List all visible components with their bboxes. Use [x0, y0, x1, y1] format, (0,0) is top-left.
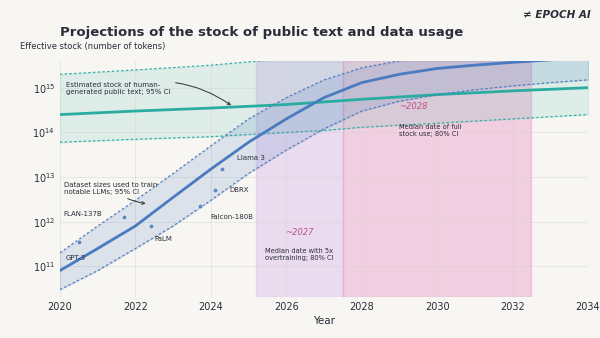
X-axis label: Year: Year	[313, 316, 335, 327]
Text: FLAN-137B: FLAN-137B	[64, 211, 103, 217]
Text: GPT-3: GPT-3	[65, 255, 86, 261]
Text: ~2027: ~2027	[285, 228, 314, 237]
Text: Effective stock (number of tokens): Effective stock (number of tokens)	[20, 42, 166, 51]
Text: Estimated stock of human-
generated public text; 95% CI: Estimated stock of human- generated publ…	[65, 81, 230, 105]
Text: Dataset sizes used to train
notable LLMs; 95% CI: Dataset sizes used to train notable LLMs…	[64, 182, 157, 204]
Text: Median date of full
stock use; 80% CI: Median date of full stock use; 80% CI	[400, 124, 462, 138]
Text: ~2028: ~2028	[400, 102, 428, 111]
Bar	[343, 61, 532, 297]
Text: DBRX: DBRX	[230, 187, 249, 193]
Text: Falcon-180B: Falcon-180B	[211, 215, 254, 220]
Text: ≠ EPOCH AI: ≠ EPOCH AI	[523, 10, 591, 20]
Bar	[256, 61, 343, 297]
Text: PaLM: PaLM	[154, 236, 172, 242]
Text: Projections of the stock of public text and data usage: Projections of the stock of public text …	[60, 26, 463, 39]
Text: Median date with 5x
overtraining; 80% CI: Median date with 5x overtraining; 80% CI	[265, 248, 334, 262]
Text: Llama 3: Llama 3	[237, 155, 265, 161]
